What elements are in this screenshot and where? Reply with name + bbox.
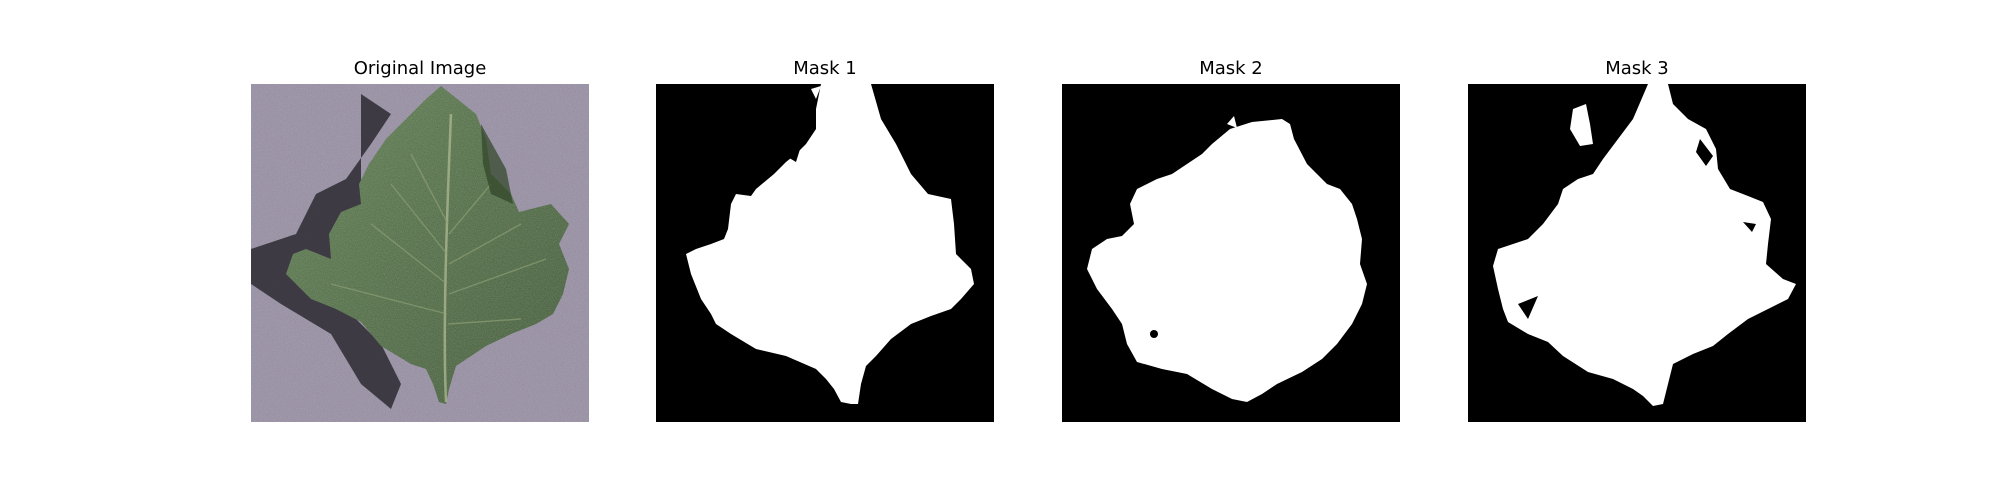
mask-3-image (1468, 84, 1806, 422)
original-image (251, 84, 589, 422)
mask-1-image (656, 84, 994, 422)
panel-title-mask-3: Mask 3 (1605, 58, 1669, 79)
mask-foreground (1493, 84, 1796, 406)
mask-foreground (1087, 119, 1367, 402)
panel-title-mask-1: Mask 1 (793, 58, 857, 79)
mask-foreground (686, 84, 974, 404)
mask-2-image (1062, 84, 1400, 422)
leaf-shadow (251, 94, 401, 409)
panel-title-mask-2: Mask 2 (1199, 58, 1263, 79)
mask-blob (1570, 104, 1593, 146)
leaf-midrib (443, 113, 453, 403)
panel-title-original-image: Original Image (353, 58, 487, 79)
